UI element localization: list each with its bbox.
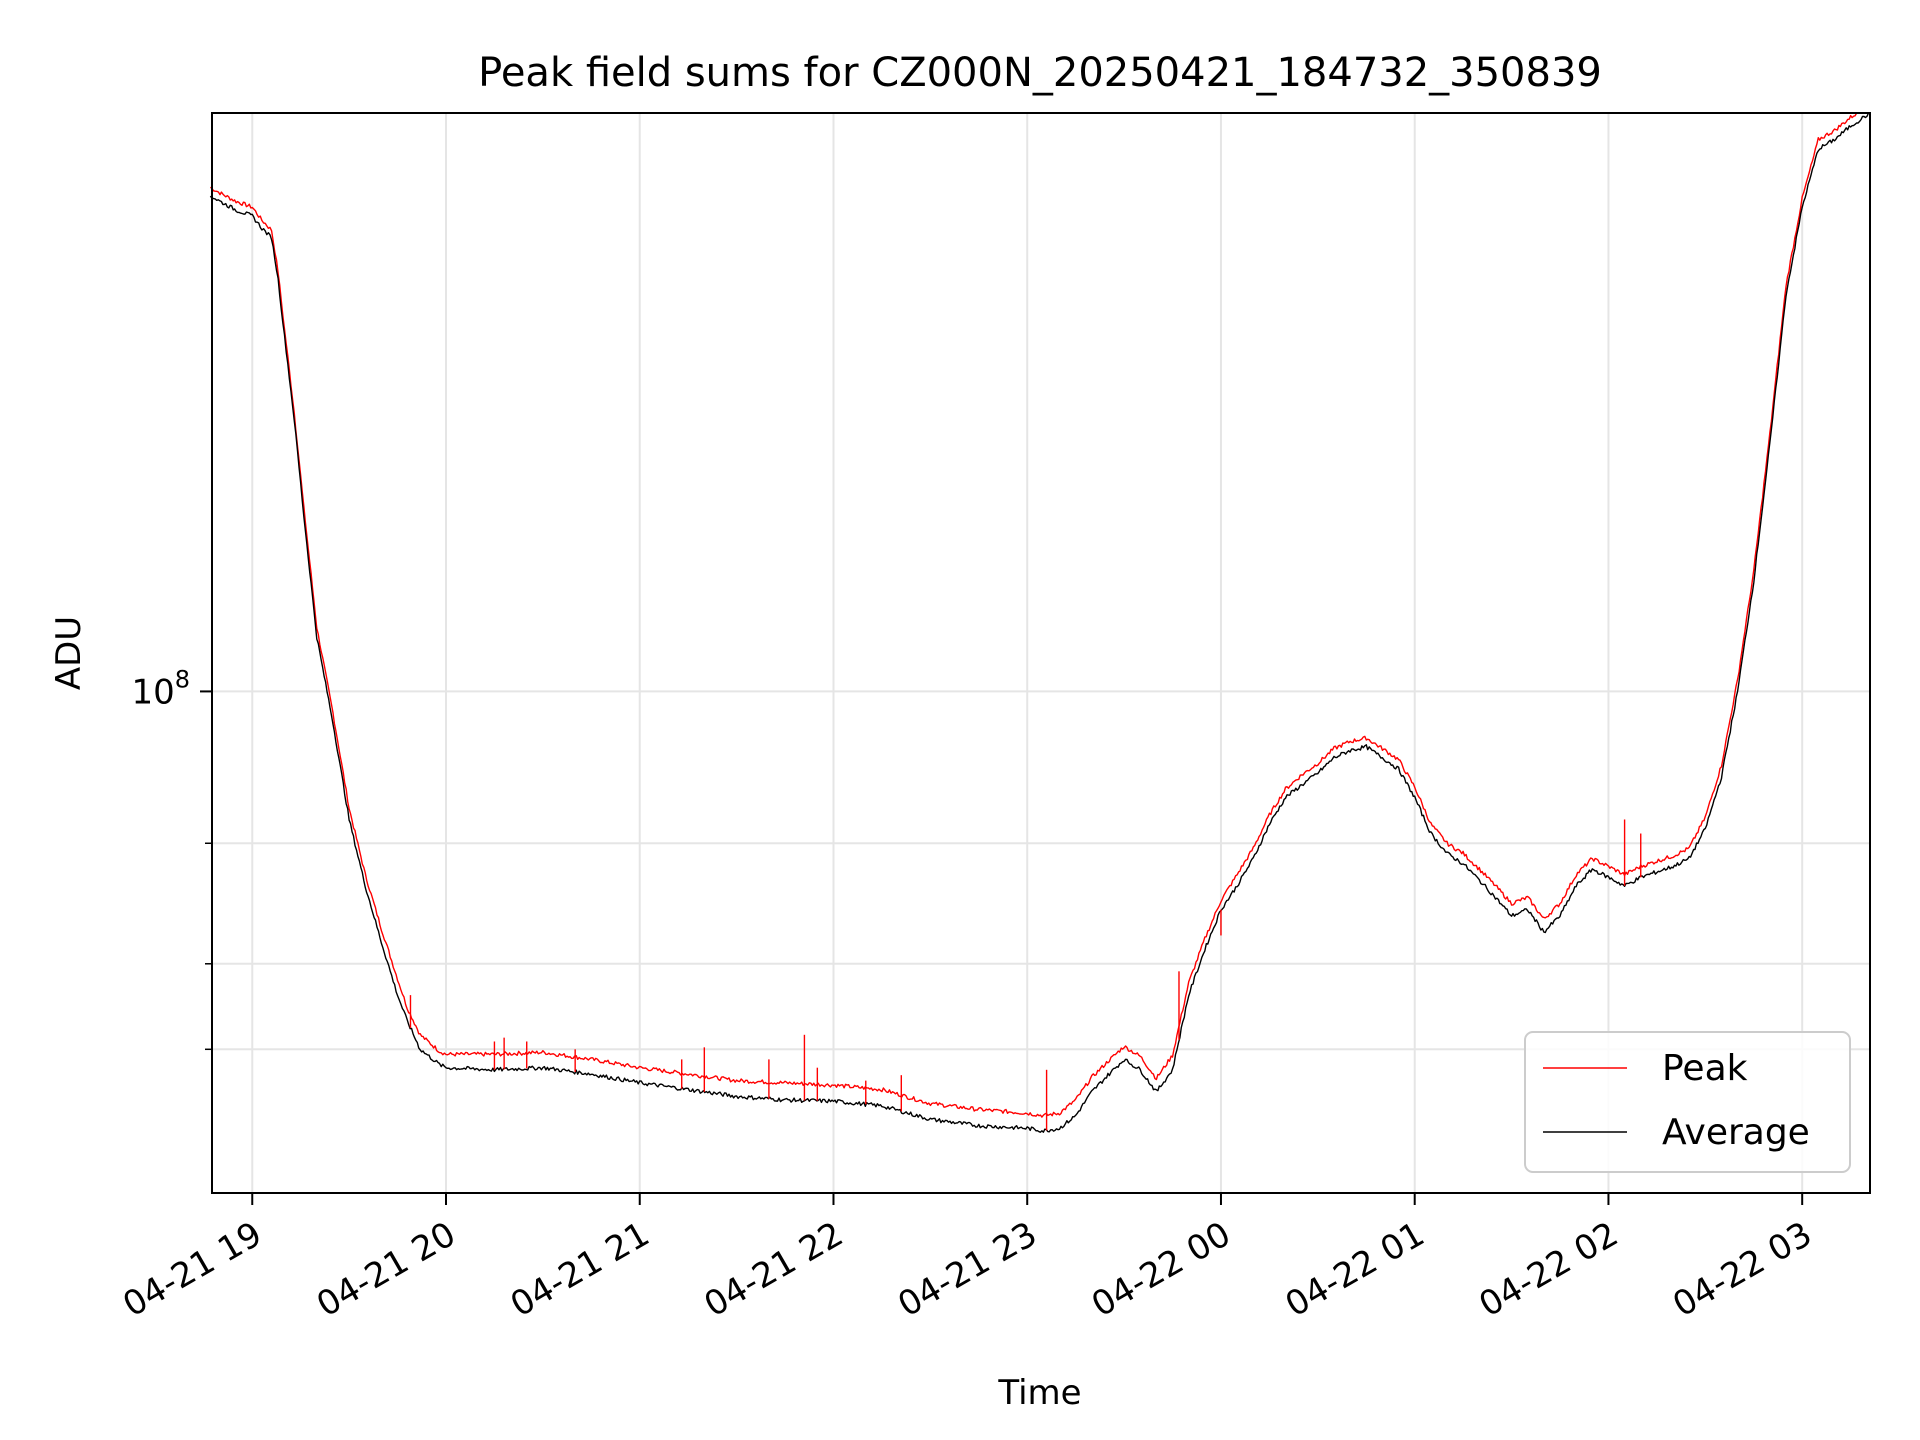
legend: Peak Average bbox=[1524, 1031, 1851, 1173]
series-layer bbox=[209, 112, 1870, 1133]
legend-peak-label: Peak bbox=[1662, 1048, 1748, 1089]
y-tick-label-exponent: 8 bbox=[175, 665, 190, 693]
x-axis-label: Time bbox=[997, 1373, 1081, 1413]
legend-box bbox=[1524, 1031, 1851, 1173]
legend-average-label: Average bbox=[1662, 1112, 1810, 1153]
chart-title: Peak field sums for CZ000N_20250421_1847… bbox=[478, 50, 1602, 96]
grid bbox=[212, 113, 1870, 1193]
y-axis: 108 bbox=[131, 665, 212, 1051]
y-tick-label-base: 10 bbox=[131, 672, 174, 712]
series-line-peak bbox=[210, 112, 1870, 1118]
y-tick-label: 108 bbox=[131, 665, 190, 712]
y-axis-label: ADU bbox=[49, 616, 89, 690]
plot-frame bbox=[211, 112, 1871, 1194]
series-line-average bbox=[209, 112, 1870, 1133]
